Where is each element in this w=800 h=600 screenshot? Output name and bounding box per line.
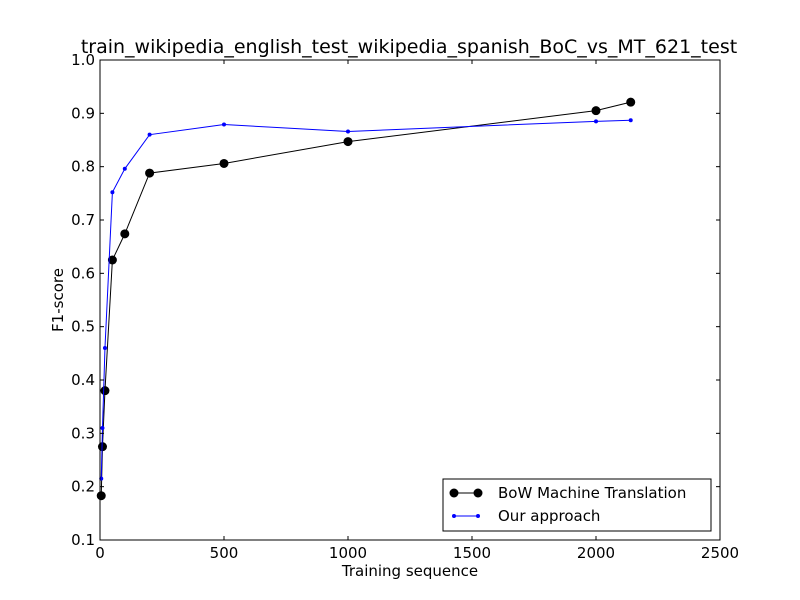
legend-marker-ours-end: [476, 514, 480, 518]
y-tick-label: 0.4: [71, 371, 95, 389]
data-point: [110, 190, 115, 195]
y-tick-label: 0.5: [71, 318, 95, 336]
y-tick-label: 0.2: [71, 478, 95, 496]
data-point: [147, 132, 152, 137]
legend-marker-bow: [449, 488, 459, 498]
y-axis-label: F1-score: [49, 268, 67, 332]
y-tick-label: 0.9: [71, 104, 95, 122]
x-tick-label: 1500: [453, 544, 491, 562]
plot-frame: [99, 59, 721, 541]
y-tick-label: 0.3: [71, 424, 95, 442]
x-axis-label: Training sequence: [341, 562, 478, 580]
legend-box: [442, 478, 712, 532]
data-point: [100, 386, 110, 396]
y-tick-label: 0.6: [71, 264, 95, 282]
data-point: [594, 119, 598, 124]
data-point: [102, 346, 107, 350]
data-point: [343, 137, 353, 147]
legend-label-bow: BoW Machine Translation: [498, 484, 686, 502]
y-tick-label: 0.1: [71, 531, 95, 549]
legend-marker-ours: [452, 514, 456, 518]
series-line: [100, 101, 631, 496]
x-tick-label: 2500: [701, 544, 739, 562]
x-tick-label: 2000: [577, 544, 615, 562]
series-line: [100, 119, 631, 479]
series-bow-machine-translation: [96, 97, 636, 501]
x-tick-label: 500: [210, 544, 239, 562]
chart-title: train_wikipedia_english_test_wikipedia_s…: [81, 36, 737, 58]
data-point: [626, 97, 636, 107]
y-tick-label: 1.0: [71, 51, 95, 69]
data-point: [219, 158, 229, 168]
data-point: [100, 426, 105, 430]
y-tick-label: 0.7: [71, 211, 95, 229]
data-point: [96, 491, 106, 501]
x-tick-label: 1000: [329, 544, 367, 562]
data-point: [120, 229, 130, 239]
data-point: [107, 255, 117, 265]
x-tick-label: 0: [95, 544, 105, 562]
y-tick-label: 0.8: [71, 158, 95, 176]
x-axis: 0 500 1000 1500 2000 2500: [95, 60, 739, 562]
legend: BoW Machine Translation Our approach: [442, 478, 712, 532]
data-point: [346, 129, 350, 134]
data-point: [222, 122, 226, 127]
data-point: [145, 168, 155, 178]
series-our-approach: [99, 118, 633, 481]
y-axis: 0.1 0.2 0.3 0.4 0.5 0.6 0.7 0.8 0.9 1.0: [71, 51, 720, 549]
series-layer: [96, 97, 636, 501]
legend-label-ours: Our approach: [498, 507, 600, 525]
data-point: [591, 106, 601, 116]
legend-marker-bow-end: [473, 488, 483, 498]
data-point: [628, 118, 633, 123]
data-point: [122, 166, 127, 171]
